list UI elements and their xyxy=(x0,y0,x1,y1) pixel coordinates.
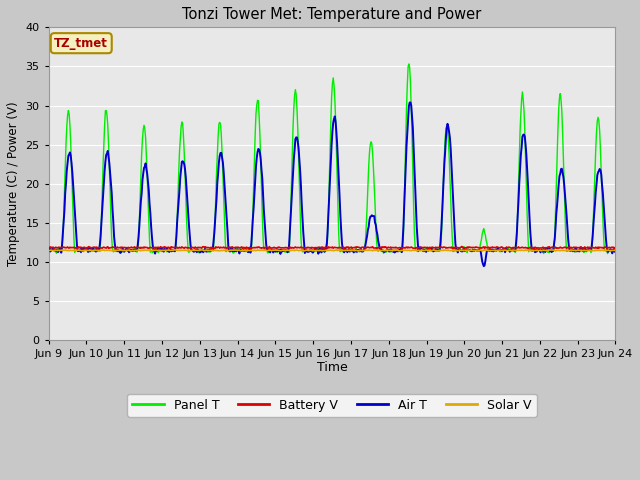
Panel T xyxy=(612,247,620,253)
Panel T xyxy=(113,249,121,254)
Solar V xyxy=(75,247,83,252)
Air T xyxy=(612,246,620,252)
Title: Tonzi Tower Met: Temperature and Power: Tonzi Tower Met: Temperature and Power xyxy=(182,7,482,22)
Battery V xyxy=(55,244,63,250)
Panel T xyxy=(401,171,409,177)
Panel T xyxy=(201,246,209,252)
Battery V xyxy=(201,245,209,251)
Solar V xyxy=(419,247,427,253)
Panel T xyxy=(45,245,52,251)
Panel T xyxy=(55,247,63,253)
Air T xyxy=(401,182,409,188)
Panel T xyxy=(405,61,413,67)
Line: Battery V: Battery V xyxy=(49,246,616,249)
Solar V xyxy=(173,247,180,253)
Panel T xyxy=(171,248,179,254)
Legend: Panel T, Battery V, Air T, Solar V: Panel T, Battery V, Air T, Solar V xyxy=(127,394,536,417)
Battery V xyxy=(171,245,179,251)
Solar V xyxy=(114,248,122,253)
Line: Solar V: Solar V xyxy=(49,250,616,251)
Battery V xyxy=(458,243,465,249)
Air T xyxy=(480,264,488,269)
Solar V xyxy=(45,248,52,253)
Line: Panel T: Panel T xyxy=(49,64,616,253)
Solar V xyxy=(55,248,63,253)
X-axis label: Time: Time xyxy=(317,361,348,374)
Air T xyxy=(45,247,52,253)
Text: TZ_tmet: TZ_tmet xyxy=(54,36,108,49)
Air T xyxy=(406,99,414,105)
Panel T xyxy=(604,251,611,256)
Battery V xyxy=(425,246,433,252)
Air T xyxy=(171,249,179,254)
Battery V xyxy=(612,245,620,251)
Solar V xyxy=(202,247,210,253)
Air T xyxy=(201,246,209,252)
Y-axis label: Temperature (C) / Power (V): Temperature (C) / Power (V) xyxy=(7,101,20,266)
Battery V xyxy=(45,245,52,251)
Solar V xyxy=(612,247,620,253)
Solar V xyxy=(127,248,134,254)
Battery V xyxy=(418,244,426,250)
Battery V xyxy=(401,245,409,251)
Panel T xyxy=(419,247,426,252)
Solar V xyxy=(403,248,410,253)
Battery V xyxy=(113,244,121,250)
Air T xyxy=(419,248,426,253)
Air T xyxy=(55,248,63,253)
Line: Air T: Air T xyxy=(49,102,616,266)
Air T xyxy=(113,247,121,252)
